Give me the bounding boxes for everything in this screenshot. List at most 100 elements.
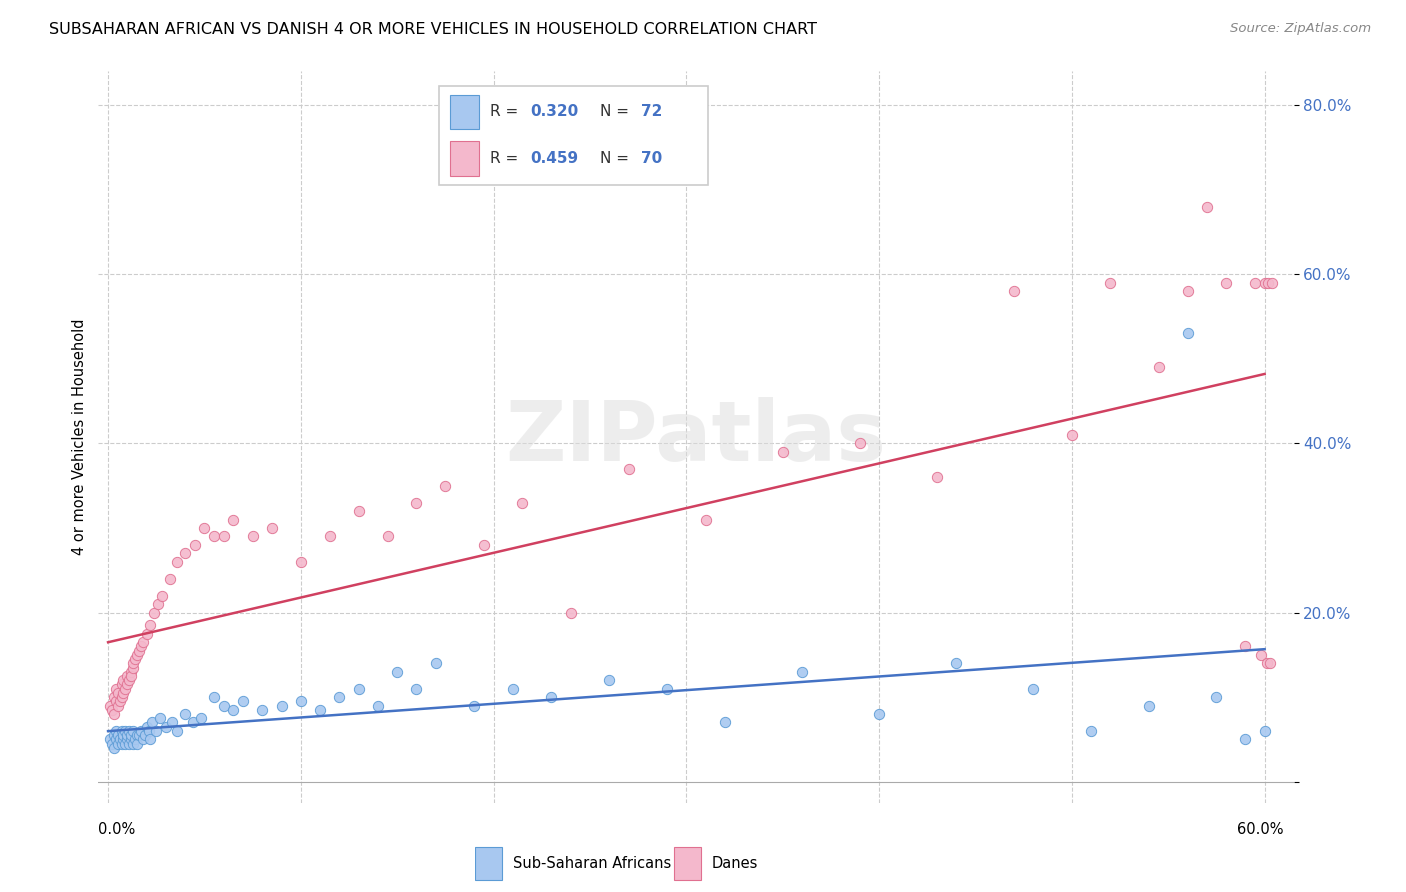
Point [222, 703, 245, 717]
Point [117, 669, 139, 683]
Y-axis label: 4 or more Vehicles in Household: 4 or more Vehicles in Household [72, 318, 87, 556]
Point [128, 728, 150, 742]
Point [252, 703, 274, 717]
Point [117, 677, 139, 691]
Point [108, 694, 131, 708]
Point [117, 728, 139, 742]
Point [124, 732, 146, 747]
Point [112, 732, 135, 747]
Point [150, 589, 173, 603]
Point [1195, 200, 1218, 214]
Point [242, 529, 264, 543]
Point [190, 711, 212, 725]
Point [112, 728, 135, 742]
Point [1177, 284, 1199, 298]
Point [124, 652, 146, 666]
Point [114, 681, 136, 696]
Point [849, 436, 872, 450]
Text: Source: ZipAtlas.com: Source: ZipAtlas.com [1230, 22, 1371, 36]
Point [1234, 732, 1257, 747]
Point [120, 732, 142, 747]
Point [1256, 657, 1278, 671]
Point [1215, 276, 1237, 290]
Point [925, 470, 948, 484]
Point [385, 665, 409, 679]
Point [120, 728, 142, 742]
Point [212, 698, 235, 713]
Point [110, 677, 132, 691]
Point [139, 618, 162, 632]
Point [1253, 723, 1275, 738]
Point [138, 723, 160, 738]
Point [132, 732, 155, 747]
Point [103, 706, 125, 721]
Point [110, 723, 132, 738]
Point [502, 681, 524, 696]
Point [139, 732, 162, 747]
Text: 0.0%: 0.0% [98, 822, 135, 838]
Point [260, 521, 283, 535]
Point [125, 648, 148, 662]
Point [104, 694, 127, 708]
Point [617, 462, 640, 476]
Point [107, 737, 129, 751]
Point [104, 723, 127, 738]
Point [232, 694, 254, 708]
Point [135, 626, 157, 640]
Text: SUBSAHARAN AFRICAN VS DANISH 4 OR MORE VEHICLES IN HOUSEHOLD CORRELATION CHART: SUBSAHARAN AFRICAN VS DANISH 4 OR MORE V… [49, 22, 817, 37]
Point [101, 737, 124, 751]
Point [319, 529, 342, 543]
Point [174, 706, 197, 721]
Point [118, 737, 141, 751]
Point [1260, 657, 1282, 671]
Point [772, 445, 794, 459]
Point [110, 737, 132, 751]
Point [103, 690, 125, 705]
Point [160, 715, 183, 730]
Point [107, 728, 129, 742]
Point [104, 681, 127, 696]
Point [108, 732, 131, 747]
Point [145, 723, 167, 738]
Point [155, 720, 177, 734]
Point [512, 495, 534, 509]
Point [107, 686, 129, 700]
Point [405, 495, 427, 509]
Point [98, 732, 121, 747]
Point [1060, 428, 1083, 442]
Point [347, 504, 370, 518]
Point [1099, 276, 1122, 290]
Point [655, 681, 678, 696]
Point [120, 665, 142, 679]
Point [1137, 698, 1160, 713]
Point [120, 669, 142, 683]
Point [377, 529, 399, 543]
Point [222, 512, 245, 526]
Point [149, 711, 172, 725]
Point [202, 529, 225, 543]
Point [148, 597, 170, 611]
Point [1253, 276, 1275, 290]
Text: ZIPatlas: ZIPatlas [506, 397, 886, 477]
Point [1205, 690, 1227, 705]
Point [202, 690, 225, 705]
Point [103, 728, 125, 742]
Point [309, 703, 332, 717]
Point [695, 512, 717, 526]
Point [193, 521, 215, 535]
Point [347, 681, 370, 696]
Point [132, 635, 155, 649]
Point [1002, 284, 1025, 298]
Point [560, 606, 582, 620]
Point [868, 706, 890, 721]
Point [129, 640, 152, 654]
Point [790, 665, 813, 679]
Point [270, 698, 292, 713]
Point [1244, 276, 1267, 290]
Point [1234, 640, 1257, 654]
Point [122, 660, 145, 674]
Point [129, 723, 152, 738]
Point [110, 690, 132, 705]
Point [117, 732, 139, 747]
Point [128, 643, 150, 657]
